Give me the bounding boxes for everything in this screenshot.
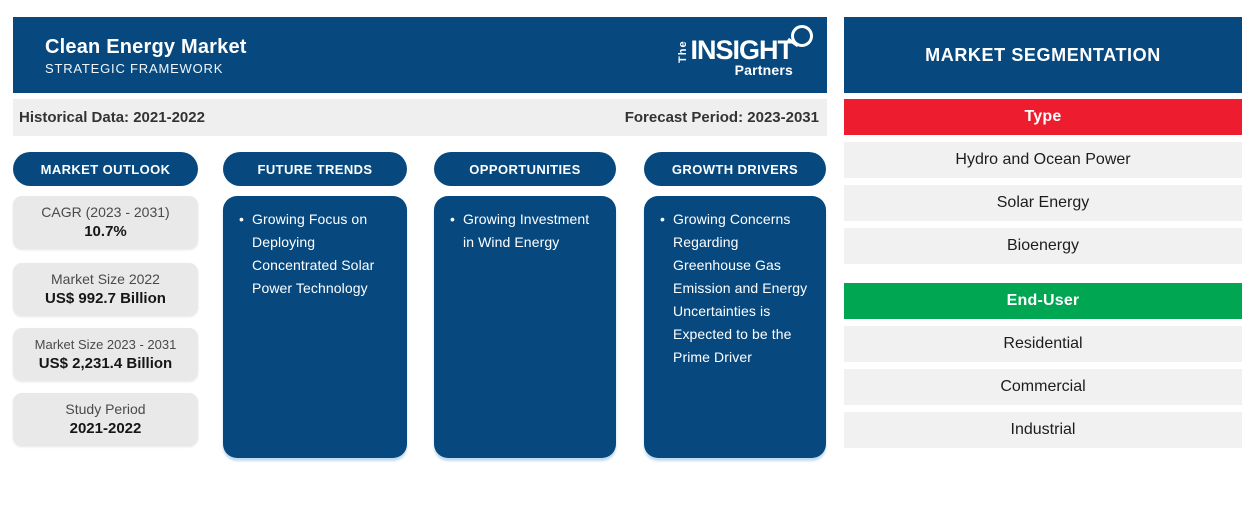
segment-group-type: Type	[844, 99, 1242, 135]
segment-item: Industrial	[844, 412, 1242, 448]
bullet-item: Growing Investment in Wind Energy	[450, 208, 602, 254]
pill-market-outlook: MARKET OUTLOOK	[13, 152, 198, 186]
stat-label: Market Size 2022	[51, 271, 160, 287]
segment-item: Hydro and Ocean Power	[844, 142, 1242, 178]
bullet-text: Growing Concerns Regarding Greenhouse Ga…	[673, 211, 808, 365]
bullet-item: Growing Focus on Deploying Concentrated …	[239, 208, 393, 300]
segment-item: Solar Energy	[844, 185, 1242, 221]
segmentation-header: MARKET SEGMENTATION	[844, 17, 1242, 93]
segment-item: Bioenergy	[844, 228, 1242, 264]
bullet-text: Growing Investment in Wind Energy	[463, 211, 590, 250]
stat-label: Study Period	[65, 401, 146, 417]
bullet-text: Growing Focus on Deploying Concentrated …	[252, 211, 375, 296]
stat-card-market-size-2022: Market Size 2022 US$ 992.7 Billion	[13, 263, 198, 316]
logo-the-text: The	[677, 40, 690, 64]
segment-item: Residential	[844, 326, 1242, 362]
card-opportunities: Growing Investment in Wind Energy	[434, 196, 616, 458]
pill-opportunities: OPPORTUNITIES	[434, 152, 616, 186]
bullet-icon	[239, 208, 252, 300]
logo-partners-text: Partners	[734, 62, 793, 78]
stat-label: Market Size 2023 - 2031	[34, 337, 177, 352]
page-subtitle: STRATEGIC FRAMEWORK	[45, 60, 224, 76]
stat-card-cagr: CAGR (2023 - 2031) 10.7%	[13, 196, 198, 249]
card-growth-drivers: Growing Concerns Regarding Greenhouse Ga…	[644, 196, 826, 458]
logo-main: INSIGHT Partners	[690, 25, 813, 78]
header-titles: Clean Energy Market STRATEGIC FRAMEWORK	[13, 34, 247, 77]
stat-value: US$ 2,231.4 Billion	[38, 355, 173, 372]
insight-partners-logo: The INSIGHT Partners	[677, 25, 813, 79]
stat-card-market-size-2023-2031: Market Size 2023 - 2031 US$ 2,231.4 Bill…	[13, 328, 198, 381]
bullet-icon	[450, 208, 463, 254]
stat-card-study-period: Study Period 2021-2022	[13, 393, 198, 446]
card-future-trends: Growing Focus on Deploying Concentrated …	[223, 196, 407, 458]
stat-value: US$ 992.7 Billion	[45, 290, 166, 307]
stat-label: CAGR (2023 - 2031)	[41, 204, 170, 220]
period-bar: Historical Data: 2021-2022 Forecast Peri…	[13, 99, 827, 136]
forecast-period-label: Forecast Period: 2023-2031	[624, 109, 819, 126]
logo-name-text: INSIGHT	[690, 35, 794, 65]
pill-future-trends: FUTURE TRENDS	[223, 152, 407, 186]
stat-value: 10.7%	[84, 223, 127, 240]
bullet-item: Growing Concerns Regarding Greenhouse Ga…	[660, 208, 812, 369]
bullet-icon	[660, 208, 673, 369]
pill-growth-drivers: GROWTH DRIVERS	[644, 152, 826, 186]
magnifier-lens-icon	[791, 25, 813, 47]
historical-data-label: Historical Data: 2021-2022	[19, 109, 205, 126]
page-title: Clean Energy Market	[45, 35, 247, 58]
segment-group-end-user: End-User	[844, 283, 1242, 319]
stat-value: 2021-2022	[69, 420, 142, 437]
segment-item: Commercial	[844, 369, 1242, 405]
report-header: Clean Energy Market STRATEGIC FRAMEWORK …	[13, 17, 827, 93]
